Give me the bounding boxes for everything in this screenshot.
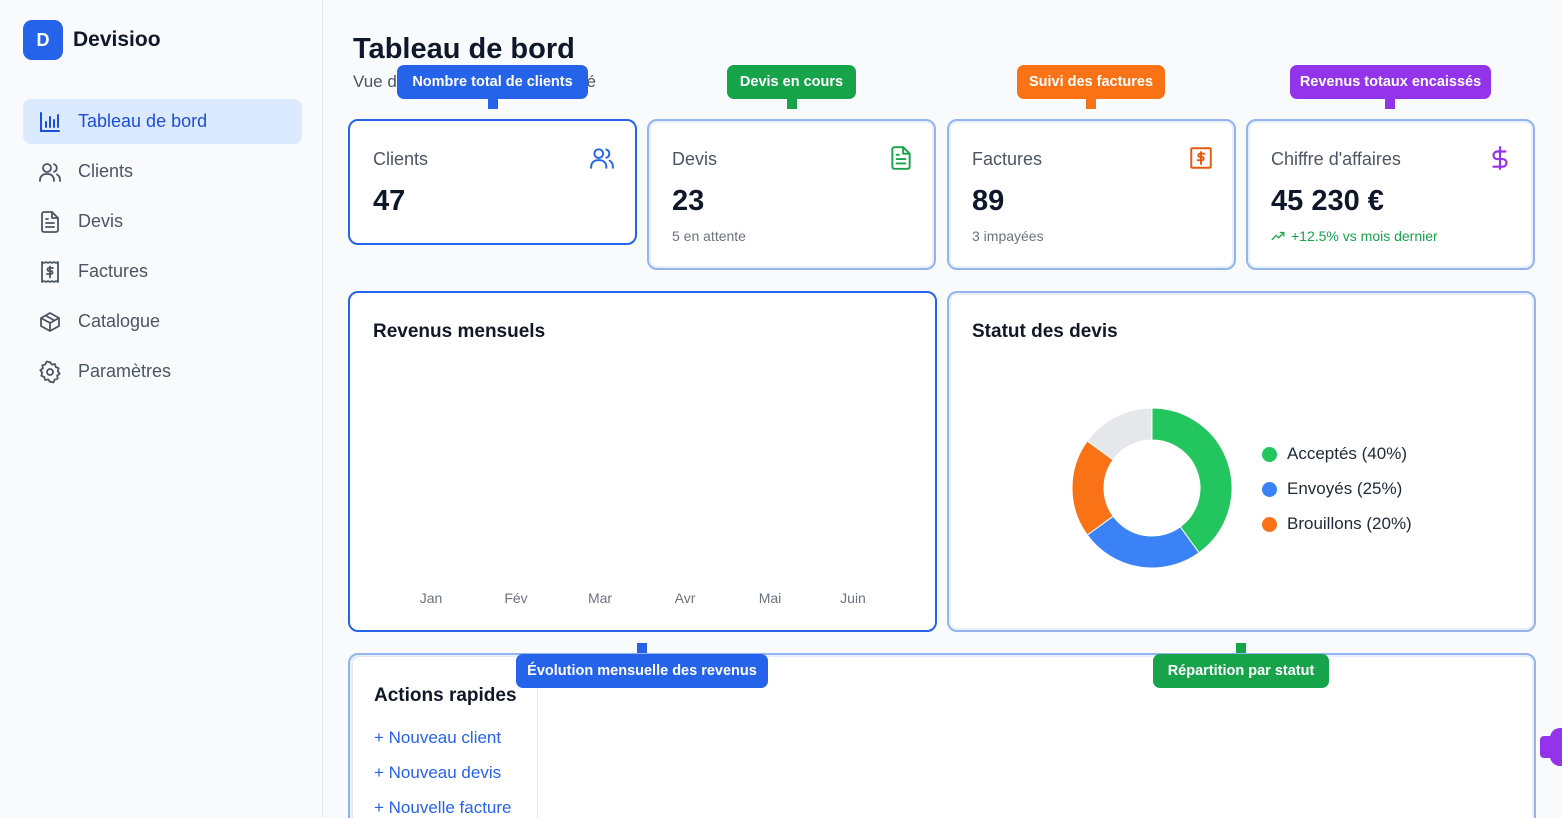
tooltip-stem — [1086, 99, 1096, 109]
offscreen-tooltip-stem — [1540, 736, 1552, 758]
legend-label: Envoyés (25%) — [1287, 479, 1403, 498]
sidebar-nav: Tableau de bord Clients Devis Factures — [23, 99, 302, 399]
quick-actions-title: Actions rapides — [374, 685, 517, 706]
sidebar-item-tableau-de-bord[interactable]: Tableau de bord — [23, 99, 302, 144]
receipt-icon — [37, 259, 63, 285]
users-icon — [37, 159, 63, 185]
sidebar-item-devis[interactable]: Devis — [23, 199, 302, 244]
page-subtitle-start: Vue d — [353, 72, 397, 91]
panel-title: Statut des devis — [972, 321, 1118, 342]
legend-item-acceptes[interactable]: Acceptés (40%) — [1262, 444, 1407, 464]
brand[interactable]: D Devisioo — [23, 20, 161, 60]
stat-value: 45 230 € — [1271, 185, 1384, 217]
file-text-icon — [888, 145, 914, 171]
sidebar-item-factures[interactable]: Factures — [23, 249, 302, 294]
legend-label: Acceptés (40%) — [1287, 444, 1407, 463]
brand-logo: D — [23, 20, 63, 60]
new-facture-link[interactable]: + Nouvelle facture — [374, 798, 512, 817]
stat-label: Factures — [972, 149, 1043, 169]
month-label: Jan — [419, 590, 443, 606]
month-label: Fév — [504, 590, 528, 606]
sidebar-item-label: Factures — [78, 261, 149, 281]
sidebar-item-label: Catalogue — [78, 311, 161, 331]
bar-chart-icon — [37, 109, 63, 135]
stat-label: Chiffre d'affaires — [1271, 149, 1401, 169]
sidebar-item-parametres[interactable]: Paramètres — [23, 349, 302, 394]
legend-dot — [1262, 481, 1277, 497]
stat-card-revenue[interactable]: Chiffre d'affaires 45 230 € +12.5% vs mo… — [1246, 119, 1535, 270]
legend-dot — [1262, 516, 1277, 532]
panel-title: Revenus mensuels — [373, 321, 546, 342]
tooltip-revenue: Revenus totaux encaissés — [1290, 65, 1491, 99]
donut-slice-acceptés[interactable] — [1151, 407, 1233, 554]
sidebar-item-label: Tableau de bord — [78, 111, 208, 131]
tooltip-clients: Nombre total de clients — [397, 65, 588, 99]
sidebar-item-label: Devis — [78, 211, 124, 231]
sidebar-item-label: Clients — [78, 161, 134, 181]
page-title: Tableau de bord — [353, 33, 575, 65]
trend-text: +12.5% vs mois dernier — [1291, 228, 1438, 244]
stat-sub: 3 impayées — [972, 228, 1044, 244]
stat-value: 89 — [972, 185, 1005, 217]
stat-value: 23 — [672, 185, 705, 217]
legend-item-brouillons[interactable]: Brouillons (20%) — [1262, 514, 1412, 534]
trend-up-icon — [1271, 229, 1285, 243]
tooltip-stem — [787, 99, 797, 109]
month-label: Mar — [587, 590, 613, 606]
quick-actions-card: Actions rapides + Nouveau client + Nouve… — [352, 656, 538, 818]
stat-label: Clients — [373, 149, 429, 169]
sidebar: D Devisioo Tableau de bord Clients Dev — [0, 0, 323, 818]
month-label: Mai — [758, 590, 782, 606]
tooltip-stem — [1385, 99, 1395, 109]
donut-slice-other[interactable] — [1086, 407, 1153, 461]
legend-item-envoyes[interactable]: Envoyés (25%) — [1262, 479, 1402, 499]
tooltip-stem — [637, 643, 647, 653]
tooltip-factures: Suivi des factures — [1017, 65, 1165, 99]
file-text-icon — [37, 209, 63, 235]
new-devis-link[interactable]: + Nouveau devis — [374, 763, 502, 782]
stat-card-clients[interactable]: Clients 47 — [348, 119, 637, 245]
month-label: Juin — [840, 590, 866, 606]
legend-dot — [1262, 446, 1277, 462]
tooltip-status: Répartition par statut — [1153, 654, 1329, 688]
revenue-chart-panel: Revenus mensuels Jan Fév Mar Avr Mai Jui… — [348, 291, 937, 632]
donut-slice-envoyés[interactable] — [1086, 515, 1200, 569]
tooltip-monthly: Évolution mensuelle des revenus — [516, 654, 768, 688]
sidebar-item-catalogue[interactable]: Catalogue — [23, 299, 302, 344]
tooltip-devis: Devis en cours — [727, 65, 856, 99]
stat-trend: +12.5% vs mois dernier — [1271, 228, 1438, 244]
dollar-icon — [1487, 145, 1513, 171]
month-label: Avr — [674, 590, 696, 606]
package-icon — [37, 309, 63, 335]
new-client-link[interactable]: + Nouveau client — [374, 728, 502, 747]
users-icon — [589, 145, 615, 171]
receipt-icon — [1188, 145, 1214, 171]
stat-sub: 5 en attente — [672, 228, 746, 244]
stat-label: Devis — [672, 149, 718, 169]
gear-icon — [37, 359, 63, 385]
sidebar-item-clients[interactable]: Clients — [23, 149, 302, 194]
offscreen-tooltip — [1550, 728, 1562, 766]
status-chart-panel: Statut des devis Acceptés (40%) Envoyés … — [947, 291, 1536, 632]
brand-name: Devisioo — [73, 28, 161, 51]
stat-card-devis[interactable]: Devis 23 5 en attente — [647, 119, 936, 270]
tooltip-stem — [1236, 643, 1246, 653]
sidebar-item-label: Paramètres — [78, 361, 172, 381]
legend-label: Brouillons (20%) — [1287, 514, 1412, 533]
donut-chart — [1071, 407, 1233, 569]
stat-value: 47 — [373, 185, 406, 217]
stat-card-factures[interactable]: Factures 89 3 impayées — [947, 119, 1236, 270]
tooltip-stem — [488, 99, 498, 109]
